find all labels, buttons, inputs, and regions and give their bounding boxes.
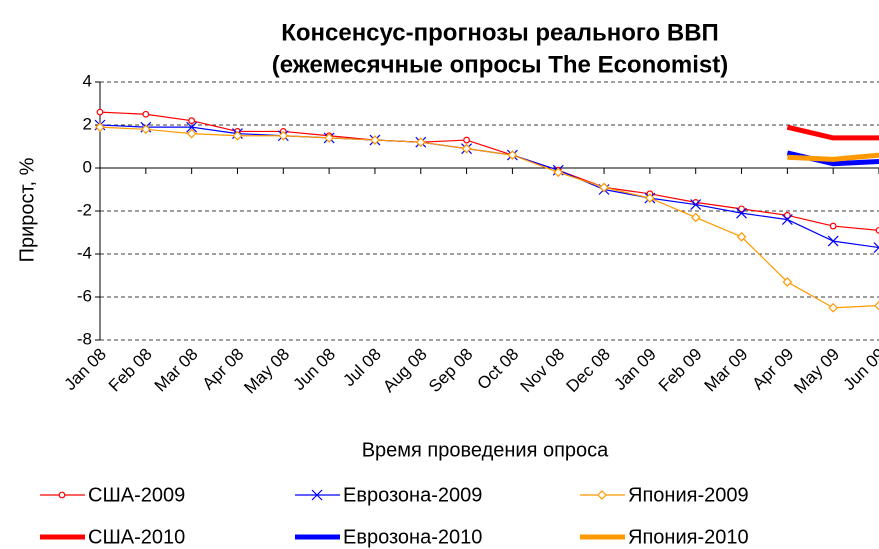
x-tick-label: Mar 08 xyxy=(151,345,202,396)
marker xyxy=(645,193,655,203)
marker xyxy=(827,235,839,247)
y-tick-label: 4 xyxy=(83,71,92,90)
x-tick-label: Apr 08 xyxy=(199,345,248,394)
marker xyxy=(324,133,334,143)
legend-label: США-2009 xyxy=(88,484,185,506)
legend-label: Япония-2009 xyxy=(628,484,749,506)
x-tick-label: May 08 xyxy=(240,345,293,398)
marker xyxy=(829,222,837,230)
x-tick-label: Apr 09 xyxy=(748,345,797,394)
y-tick-label: -6 xyxy=(77,286,92,305)
x-tick-label: Nov 08 xyxy=(517,345,569,397)
y-tick-label: -4 xyxy=(77,243,92,262)
series-line xyxy=(99,111,879,231)
marker xyxy=(142,110,150,118)
legend-label: США-2010 xyxy=(88,526,185,548)
marker xyxy=(782,277,793,287)
series-line xyxy=(99,124,879,249)
marker xyxy=(553,167,564,178)
x-tick-label: Jul 08 xyxy=(339,345,385,391)
marker xyxy=(415,137,426,148)
x-tick-label: Jan 08 xyxy=(60,345,110,395)
marker xyxy=(96,108,104,116)
marker xyxy=(690,199,702,210)
marker xyxy=(783,211,791,219)
marker xyxy=(873,242,879,253)
legend-marker xyxy=(58,491,66,499)
x-tick-label: Feb 09 xyxy=(655,345,706,396)
series-line xyxy=(99,126,879,309)
x-axis-label: Время проведения опроса xyxy=(362,439,609,461)
marker xyxy=(874,300,879,311)
x-tick-label: Jun 08 xyxy=(290,345,340,395)
series-line xyxy=(787,152,879,162)
marker xyxy=(463,136,470,144)
x-tick-label: May 09 xyxy=(790,345,843,398)
chart-subtitle: (ежемесячные опросы The Economist) xyxy=(272,51,729,78)
y-axis-label: Прирост, % xyxy=(16,157,38,262)
marker xyxy=(507,150,518,160)
marker xyxy=(461,143,472,154)
marker xyxy=(370,135,380,145)
x-tick-label: Mar 09 xyxy=(701,345,752,396)
legend-label: Япония-2010 xyxy=(628,526,749,548)
marker xyxy=(95,122,105,132)
x-tick-label: Jan 09 xyxy=(610,345,660,395)
y-tick-label: -8 xyxy=(77,329,92,348)
marker xyxy=(232,130,243,141)
chart-title: Консенсус-прогнозы реального ВВП xyxy=(281,19,719,46)
marker xyxy=(278,130,289,141)
y-tick-label: 2 xyxy=(83,114,92,133)
x-tick-label: Sep 08 xyxy=(425,345,477,397)
marker xyxy=(140,124,151,135)
marker xyxy=(736,207,747,219)
x-tick-label: Aug 08 xyxy=(379,345,431,397)
legend-marker xyxy=(311,489,323,501)
marker xyxy=(828,302,839,313)
marker xyxy=(781,214,793,226)
marker xyxy=(690,212,701,223)
legend-label: Еврозона-2010 xyxy=(343,526,482,548)
legend-label: Еврозона-2009 xyxy=(343,484,482,506)
marker xyxy=(599,182,609,193)
legend-marker xyxy=(597,490,607,500)
marker xyxy=(736,231,747,242)
x-tick-label: Feb 08 xyxy=(105,345,156,396)
marker xyxy=(188,117,196,125)
marker xyxy=(186,121,198,133)
series-line xyxy=(786,124,879,141)
y-tick-label: -2 xyxy=(77,200,92,219)
marker xyxy=(875,226,879,234)
x-tick-label: Dec 08 xyxy=(563,345,615,397)
x-tick-label: Jun 09 xyxy=(839,345,879,395)
marker xyxy=(738,205,745,213)
x-tick-label: Oct 08 xyxy=(474,345,523,394)
marker xyxy=(186,128,197,139)
y-tick-label: 0 xyxy=(83,157,92,176)
